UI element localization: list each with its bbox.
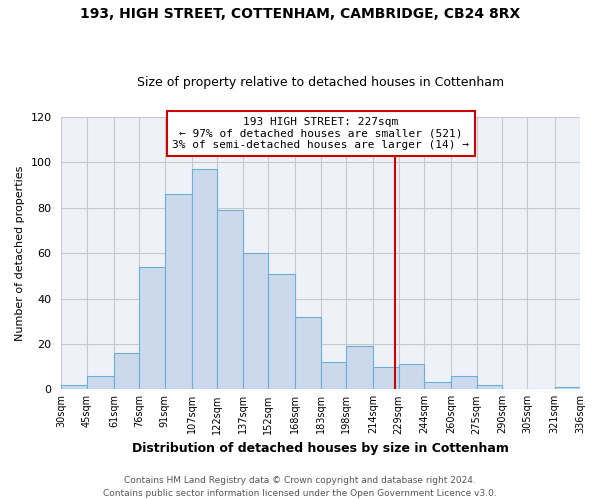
Bar <box>192 169 217 390</box>
Bar <box>476 385 502 390</box>
Bar <box>373 366 398 390</box>
Bar <box>554 387 580 390</box>
Bar <box>217 210 243 390</box>
Bar <box>87 376 114 390</box>
Y-axis label: Number of detached properties: Number of detached properties <box>15 166 25 341</box>
Text: Contains HM Land Registry data © Crown copyright and database right 2024.
Contai: Contains HM Land Registry data © Crown c… <box>103 476 497 498</box>
Title: Size of property relative to detached houses in Cottenham: Size of property relative to detached ho… <box>137 76 504 90</box>
Bar <box>139 267 165 390</box>
Bar <box>295 316 321 390</box>
X-axis label: Distribution of detached houses by size in Cottenham: Distribution of detached houses by size … <box>132 442 509 455</box>
Bar <box>398 364 424 390</box>
Text: 193 HIGH STREET: 227sqm
← 97% of detached houses are smaller (521)
3% of semi-de: 193 HIGH STREET: 227sqm ← 97% of detache… <box>172 117 469 150</box>
Bar <box>451 376 476 390</box>
Bar <box>165 194 192 390</box>
Bar <box>243 253 268 390</box>
Bar <box>346 346 373 390</box>
Bar <box>321 362 346 390</box>
Text: 193, HIGH STREET, COTTENHAM, CAMBRIDGE, CB24 8RX: 193, HIGH STREET, COTTENHAM, CAMBRIDGE, … <box>80 8 520 22</box>
Bar <box>268 274 295 390</box>
Bar <box>424 382 451 390</box>
Bar <box>61 385 87 390</box>
Bar <box>114 353 139 390</box>
